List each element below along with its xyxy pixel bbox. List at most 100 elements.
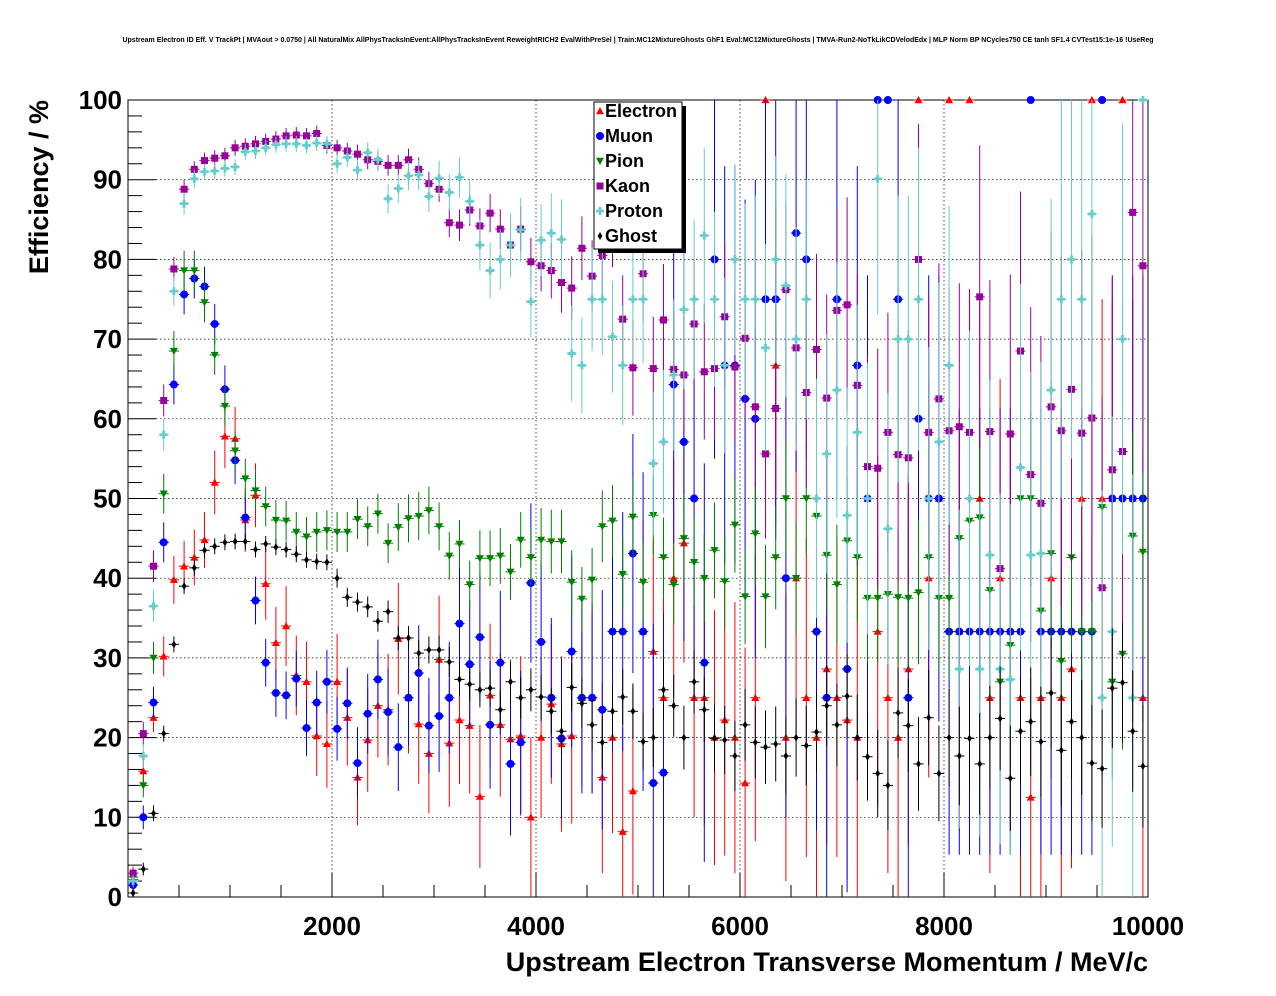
data-point — [783, 751, 789, 760]
data-point — [628, 786, 637, 795]
data-point — [424, 721, 433, 730]
data-point — [385, 607, 391, 616]
data-point — [1028, 717, 1034, 726]
data-point — [730, 521, 739, 529]
data-point — [926, 713, 932, 722]
data-point — [334, 574, 340, 583]
data-point — [894, 335, 903, 344]
data-point — [212, 542, 218, 551]
data-point — [701, 705, 707, 714]
data-point — [875, 769, 881, 778]
data-point — [822, 449, 831, 458]
data-point — [292, 528, 301, 536]
data-point — [732, 751, 738, 760]
data-point — [220, 164, 229, 173]
data-point — [588, 576, 597, 584]
data-point — [792, 575, 801, 583]
data-point — [1138, 96, 1147, 104]
data-point — [435, 712, 444, 721]
legend-label-proton: Proton — [605, 201, 663, 221]
y-tick-labels: 0 10 20 30 40 50 60 70 80 90 100 — [79, 85, 122, 912]
data-point — [211, 154, 219, 162]
x-tick-label: 6000 — [711, 911, 769, 941]
data-point — [537, 637, 546, 646]
data-point — [772, 404, 780, 412]
legend-marker-muon — [596, 132, 604, 140]
data-point — [200, 299, 209, 307]
data-point — [263, 539, 269, 548]
data-point — [282, 622, 291, 630]
data-point — [231, 447, 240, 455]
data-point — [343, 528, 352, 536]
data-point — [508, 677, 513, 686]
data-point — [987, 733, 993, 742]
data-point — [261, 658, 270, 667]
data-point — [1026, 551, 1035, 560]
data-point — [1057, 295, 1066, 304]
data-point — [426, 645, 432, 654]
data-point — [445, 552, 454, 560]
data-point — [752, 738, 758, 747]
data-point — [293, 550, 299, 559]
data-point — [567, 647, 576, 656]
data-point — [679, 535, 688, 543]
data-point — [649, 459, 658, 468]
data-point — [333, 528, 342, 536]
data-point — [1006, 675, 1015, 684]
data-point — [1089, 759, 1095, 768]
x-tick-label: 10000 — [1112, 911, 1184, 941]
data-point — [741, 295, 750, 304]
data-point — [375, 617, 381, 626]
data-point — [934, 437, 943, 446]
data-point — [465, 197, 474, 206]
data-point — [720, 361, 729, 370]
data-point — [405, 156, 412, 164]
data-point — [354, 150, 361, 158]
data-point — [730, 255, 739, 264]
data-point — [567, 578, 576, 587]
data-point — [302, 677, 311, 686]
data-point — [313, 129, 321, 137]
data-point — [395, 633, 401, 642]
x-tick-label: 8000 — [915, 911, 973, 941]
data-point — [1118, 335, 1127, 344]
data-point — [700, 231, 709, 240]
data-point — [465, 581, 474, 589]
data-point — [873, 594, 882, 603]
data-point — [537, 236, 546, 245]
data-point — [506, 759, 515, 768]
data-point — [669, 370, 678, 379]
data-point — [620, 692, 626, 701]
data-point — [365, 602, 371, 611]
data-point — [977, 759, 983, 768]
data-point — [885, 781, 891, 790]
data-point — [139, 751, 148, 760]
data-point — [467, 680, 473, 689]
data-point — [455, 619, 464, 628]
data-point — [261, 503, 270, 511]
data-point — [169, 287, 178, 296]
data-point — [486, 555, 495, 563]
data-point — [169, 575, 178, 583]
data-point — [435, 174, 444, 183]
data-point — [457, 675, 462, 684]
data-point — [1087, 209, 1096, 218]
data-point — [180, 562, 189, 570]
data-point — [1058, 746, 1064, 755]
data-point — [353, 759, 362, 768]
data-point — [456, 221, 463, 229]
y-tick-label: 30 — [93, 643, 122, 673]
data-point — [312, 139, 321, 148]
data-point — [751, 530, 760, 538]
data-point — [220, 402, 229, 411]
data-point — [834, 720, 840, 729]
data-point — [679, 437, 688, 446]
data-point — [945, 361, 954, 370]
data-point — [384, 161, 392, 169]
data-point — [486, 209, 494, 217]
data-point — [343, 699, 352, 708]
data-point — [202, 546, 207, 555]
data-point — [394, 743, 403, 752]
data-point — [373, 155, 382, 164]
data-point — [322, 139, 331, 148]
